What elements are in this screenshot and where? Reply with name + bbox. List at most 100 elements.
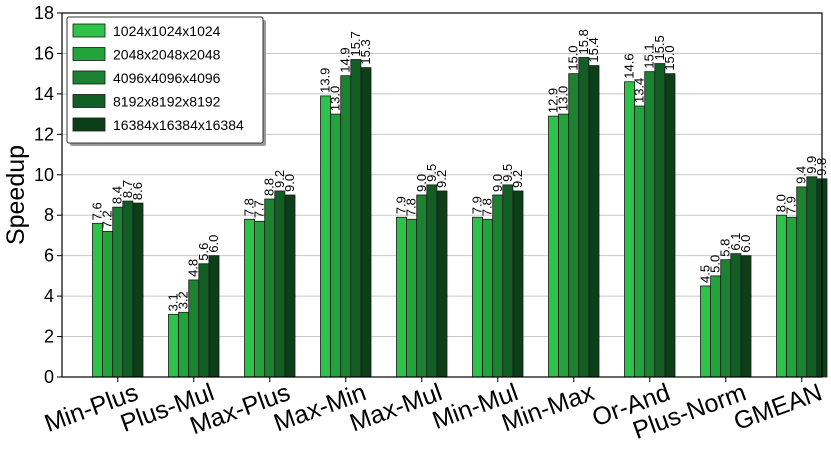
data-label: 5.8 xyxy=(718,239,733,257)
data-label: 7.2 xyxy=(100,210,115,228)
y-tick-label: 8 xyxy=(44,205,54,225)
data-label: 8.7 xyxy=(120,180,135,198)
bar xyxy=(360,67,372,378)
data-label: 3.2 xyxy=(176,291,191,309)
legend: 1024x1024x1024 2048x2048x2048 4096x4096x40… xyxy=(66,16,266,146)
bar xyxy=(102,230,114,378)
bar xyxy=(806,176,818,378)
y-tick-label: 14 xyxy=(34,84,54,104)
data-label: 9.4 xyxy=(794,166,809,184)
y-axis-label: Speedup xyxy=(2,145,30,245)
data-label: 7.9 xyxy=(470,196,485,214)
bar xyxy=(264,198,276,378)
data-label: 13.9 xyxy=(318,68,333,93)
bar xyxy=(426,184,438,378)
bar xyxy=(776,214,788,378)
bar xyxy=(740,255,752,378)
data-label: 9.0 xyxy=(490,174,505,192)
legend-swatch xyxy=(72,70,106,85)
legend-swatch xyxy=(72,23,106,38)
y-tick-label: 4 xyxy=(44,286,54,306)
bar xyxy=(254,220,266,378)
legend-swatch xyxy=(72,117,106,132)
data-label: 8.0 xyxy=(774,194,789,212)
bar xyxy=(416,194,428,378)
bar xyxy=(284,194,296,378)
data-label: 12.9 xyxy=(546,88,561,113)
legend-swatch xyxy=(72,94,106,108)
data-label: 6.0 xyxy=(738,235,753,253)
bar xyxy=(578,57,590,378)
y-tick-label: 10 xyxy=(34,165,54,185)
data-label: 15.3 xyxy=(358,39,373,64)
data-label: 6.0 xyxy=(206,235,221,253)
bar xyxy=(472,216,484,378)
legend-entry: 1024x1024x1024 xyxy=(113,23,221,39)
data-label: 9.5 xyxy=(500,164,515,182)
data-label: 9.0 xyxy=(414,174,429,192)
bar xyxy=(406,218,418,378)
bar xyxy=(644,71,656,378)
bar xyxy=(178,311,190,378)
x-axis-ticks: Min-PlusPlus-MulMax-PlusMax-MinMax-MulMi… xyxy=(41,377,826,445)
bar xyxy=(502,184,514,378)
data-label: 8.4 xyxy=(110,186,125,204)
bar xyxy=(112,206,124,378)
data-label: 7.7 xyxy=(252,200,267,218)
y-tick-label: 12 xyxy=(34,124,54,144)
bar xyxy=(320,95,332,378)
legend-entry: 8192x8192x8192 xyxy=(113,94,221,110)
data-label: 15.0 xyxy=(566,45,581,70)
bar xyxy=(350,59,362,378)
bar xyxy=(548,115,560,378)
legend-entry: 16384x16384x16384 xyxy=(113,117,244,133)
bar xyxy=(396,216,408,378)
data-label: 8.8 xyxy=(262,178,277,196)
bar xyxy=(208,255,220,378)
bar xyxy=(168,313,180,378)
data-label: 14.9 xyxy=(338,47,353,72)
bar xyxy=(786,216,798,378)
data-label: 6.1 xyxy=(728,233,743,251)
data-label: 15.4 xyxy=(586,37,601,62)
bar xyxy=(198,263,210,378)
data-label: 15.5 xyxy=(652,35,667,60)
bar xyxy=(482,218,494,378)
data-label: 7.8 xyxy=(480,198,495,216)
bar xyxy=(244,218,256,378)
bar xyxy=(730,253,742,378)
bar xyxy=(664,73,676,378)
data-label: 8.6 xyxy=(130,182,145,200)
legend-entry: 4096x4096x4096 xyxy=(113,70,221,86)
data-label: 15.0 xyxy=(662,45,677,70)
y-tick-label: 2 xyxy=(44,327,54,347)
data-label: 3.1 xyxy=(166,293,181,311)
y-tick-label: 6 xyxy=(44,246,54,266)
bar xyxy=(634,105,646,378)
data-label: 13.0 xyxy=(556,86,571,111)
data-label: 9.9 xyxy=(804,156,819,174)
data-label: 7.6 xyxy=(90,202,105,220)
data-label: 15.1 xyxy=(642,43,657,68)
data-label: 7.8 xyxy=(404,198,419,216)
data-label: 15.7 xyxy=(348,31,363,56)
bar xyxy=(796,186,808,378)
data-label: 9.2 xyxy=(510,170,525,188)
data-label: 13.4 xyxy=(632,78,647,103)
data-label: 7.9 xyxy=(394,196,409,214)
bar xyxy=(436,190,448,378)
bar xyxy=(654,63,666,378)
data-label: 9.2 xyxy=(272,170,287,188)
data-label: 4.8 xyxy=(186,259,201,277)
bar xyxy=(588,65,600,378)
data-labels: 7.67.28.48.78.63.13.24.85.66.07.87.78.89… xyxy=(90,29,829,311)
x-tick-label: GMEAN xyxy=(730,378,826,436)
bar xyxy=(624,81,636,378)
data-label: 9.5 xyxy=(424,164,439,182)
plot-frame xyxy=(61,12,823,378)
bar xyxy=(92,222,104,378)
bar xyxy=(700,285,712,378)
bar xyxy=(274,190,286,378)
y-axis-ticks: 0 2 4 6 8 10 12 14 16 18 xyxy=(34,3,62,387)
bar xyxy=(132,202,144,378)
